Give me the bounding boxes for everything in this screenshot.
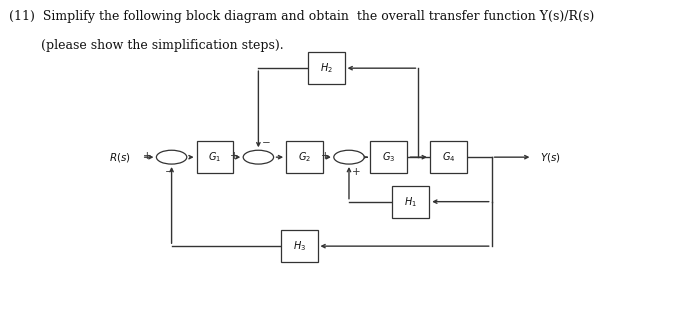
Text: $G_{4}$: $G_{4}$ bbox=[442, 150, 455, 164]
Text: −: − bbox=[164, 167, 174, 177]
Bar bbox=[393, 186, 429, 218]
Text: $H_{1}$: $H_{1}$ bbox=[405, 195, 417, 209]
Text: $H_{3}$: $H_{3}$ bbox=[293, 239, 306, 253]
Text: −: − bbox=[262, 138, 270, 148]
Bar bbox=[308, 52, 344, 84]
Text: +: + bbox=[321, 151, 330, 161]
Text: (please show the simplification steps).: (please show the simplification steps). bbox=[9, 39, 284, 51]
Bar bbox=[430, 141, 467, 173]
Circle shape bbox=[156, 150, 187, 164]
Text: +: + bbox=[144, 151, 152, 161]
Text: $H_{2}$: $H_{2}$ bbox=[320, 61, 332, 75]
Text: +: + bbox=[352, 167, 361, 177]
Text: $G_{3}$: $G_{3}$ bbox=[382, 150, 396, 164]
Bar bbox=[370, 141, 407, 173]
Bar bbox=[281, 230, 318, 262]
Text: $G_{2}$: $G_{2}$ bbox=[298, 150, 311, 164]
Bar bbox=[286, 141, 323, 173]
Circle shape bbox=[243, 150, 274, 164]
Text: $G_{1}$: $G_{1}$ bbox=[209, 150, 222, 164]
Circle shape bbox=[334, 150, 364, 164]
Bar bbox=[197, 141, 233, 173]
Text: +: + bbox=[230, 151, 239, 161]
Text: $R(s)$: $R(s)$ bbox=[109, 151, 131, 164]
Text: (11)  Simplify the following block diagram and obtain  the overall transfer func: (11) Simplify the following block diagra… bbox=[9, 10, 594, 22]
Text: $Y(s)$: $Y(s)$ bbox=[540, 151, 561, 164]
